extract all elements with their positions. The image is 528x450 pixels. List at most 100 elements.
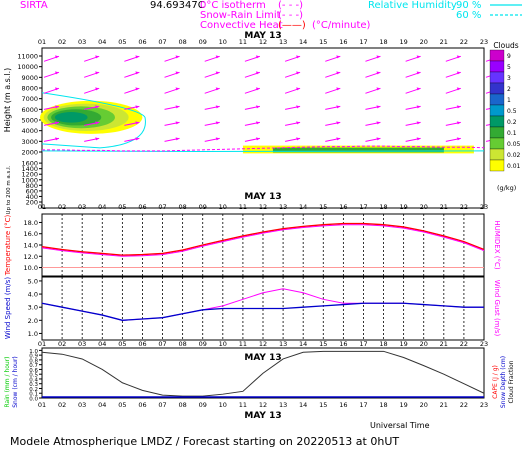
colorbar-swatch <box>489 126 505 139</box>
top-hour-12: 12 <box>259 38 267 46</box>
precip-top-hour-10: 10 <box>219 340 227 348</box>
temp-hour-22: 22 <box>460 203 468 211</box>
low-cloud-inner <box>272 147 444 153</box>
colorbar-swatch <box>489 71 505 84</box>
top-hour-13: 13 <box>279 38 287 46</box>
top-hour-05: 05 <box>118 38 126 46</box>
precip-ytick-label: 0.6 <box>29 368 38 374</box>
precip-ytick-label: 0.9 <box>29 354 38 360</box>
wind-arrow-head <box>416 137 421 141</box>
colorbar-level: 1 <box>507 97 511 104</box>
precip-ytick-label: 0.5 <box>29 373 38 379</box>
wind-ytick-label: 5.0 <box>28 277 38 285</box>
colorbar-swatch <box>489 148 505 161</box>
colorbar-level: 0.1 <box>507 130 517 137</box>
clouds-ytick-label: 400 <box>26 193 38 201</box>
precip-top-hour-15: 15 <box>319 340 327 348</box>
legend-convective-style: (——) <box>278 20 306 31</box>
wind-arrow-head <box>416 55 421 59</box>
wind-arrow-head <box>135 105 140 109</box>
footer-caption: Modele Atmospherique LMDZ / Forecast sta… <box>10 435 399 448</box>
precip-ytick-label: 0.1 <box>29 392 38 398</box>
wind-arrow-head <box>175 87 180 91</box>
precip-top-hour-17: 17 <box>359 340 367 348</box>
wind-arrow-head <box>175 105 180 109</box>
wind-ytick-label: 2.0 <box>28 317 38 325</box>
wind-arrow-head <box>215 105 220 109</box>
snow-ylabel: Snow (cm / hour) <box>12 356 19 408</box>
clouds-ytick-label: 1600 <box>21 160 38 168</box>
wind-arrow-head <box>135 87 140 91</box>
clouds-ytick-label: 8000 <box>21 85 38 93</box>
temp-hour-20: 20 <box>420 203 428 211</box>
wind-ytick-label: 1.0 <box>28 330 38 338</box>
top-hour-16: 16 <box>339 38 347 46</box>
bottom-hour-19: 19 <box>399 401 407 409</box>
date-label-bottom: MAY 13 <box>244 411 281 421</box>
wind-arrow-head <box>135 71 140 75</box>
cape-ylabel: CAPE (J / g) <box>492 365 499 399</box>
temp-hour-06: 06 <box>138 203 146 211</box>
top-hour-18: 18 <box>379 38 387 46</box>
humidex-ylabel: HUMIDEX (°C) <box>493 220 501 269</box>
colorbar-swatch <box>489 137 505 150</box>
top-hour-09: 09 <box>199 38 207 46</box>
temperature-series <box>41 222 485 256</box>
cloud-fraction-series <box>41 350 485 397</box>
precip-top-hour-08: 08 <box>178 340 186 348</box>
top-hour-02: 02 <box>58 38 66 46</box>
wind-arrow-head <box>95 55 100 59</box>
bottom-hour-05: 05 <box>118 401 126 409</box>
wind-arrow-head <box>215 87 220 91</box>
date-label-top: MAY 13 <box>244 31 281 41</box>
clouds-ytick-label: 9000 <box>21 74 38 82</box>
bottom-hour-07: 07 <box>158 401 166 409</box>
wind-arrow-head <box>95 105 100 109</box>
top-hour-03: 03 <box>78 38 86 46</box>
top-hour-14: 14 <box>299 38 307 46</box>
wind-arrow-head <box>55 55 59 59</box>
clouds-ytick-label: 200 <box>26 199 38 207</box>
wind-arrow-head <box>175 121 180 125</box>
wind-arrow-head <box>296 87 301 91</box>
colorbar-level: 0.05 <box>507 141 521 148</box>
wind-arrow-head <box>416 71 421 75</box>
temp-hour-08: 08 <box>178 203 186 211</box>
precip-top-hour-04: 04 <box>98 340 106 348</box>
top-hour-01: 01 <box>38 38 46 46</box>
date-label-low: MAY 13 <box>244 353 281 363</box>
wind-arrow-head <box>255 121 260 125</box>
wind-arrow-head <box>416 87 421 91</box>
bottom-hour-11: 11 <box>239 401 247 409</box>
colorbar-swatch <box>489 104 505 117</box>
wind-arrow-head <box>336 55 341 59</box>
clouds-ytick-label: 800 <box>26 182 38 190</box>
colorbar-swatch <box>489 159 505 172</box>
mid-cloud-contour <box>54 112 88 123</box>
wind-arrow-head <box>95 121 100 125</box>
wind-arrow-head <box>376 137 381 141</box>
bottom-hour-20: 20 <box>420 401 428 409</box>
wind-arrow-head <box>296 105 301 109</box>
bottom-hour-04: 04 <box>98 401 106 409</box>
temp-hour-14: 14 <box>299 203 307 211</box>
bottom-hour-17: 17 <box>359 401 367 409</box>
wind-arrow-head <box>296 121 301 125</box>
clouds-ytick-label: 1200 <box>21 171 38 179</box>
wind-arrow-head <box>456 105 461 109</box>
colorbar-level: 0.02 <box>507 152 521 159</box>
precip-ytick-label: 0.8 <box>29 358 38 364</box>
temp-hour-10: 10 <box>219 203 227 211</box>
wind-arrow-head <box>456 121 461 125</box>
temp-ytick-label: 12.0 <box>24 253 38 261</box>
wind-arrow-head <box>376 87 381 91</box>
wind-arrow-head <box>296 137 301 141</box>
wind-arrow-head <box>416 121 421 125</box>
temp-hour-07: 07 <box>158 203 166 211</box>
precip-top-hour-18: 18 <box>379 340 387 348</box>
bottom-hour-03: 03 <box>78 401 86 409</box>
clouds-ytick-label: 2000 <box>21 149 38 157</box>
colorbar-level: 2 <box>507 86 511 93</box>
coord-text: 94.69347C <box>150 0 205 11</box>
bottom-hour-13: 13 <box>279 401 287 409</box>
